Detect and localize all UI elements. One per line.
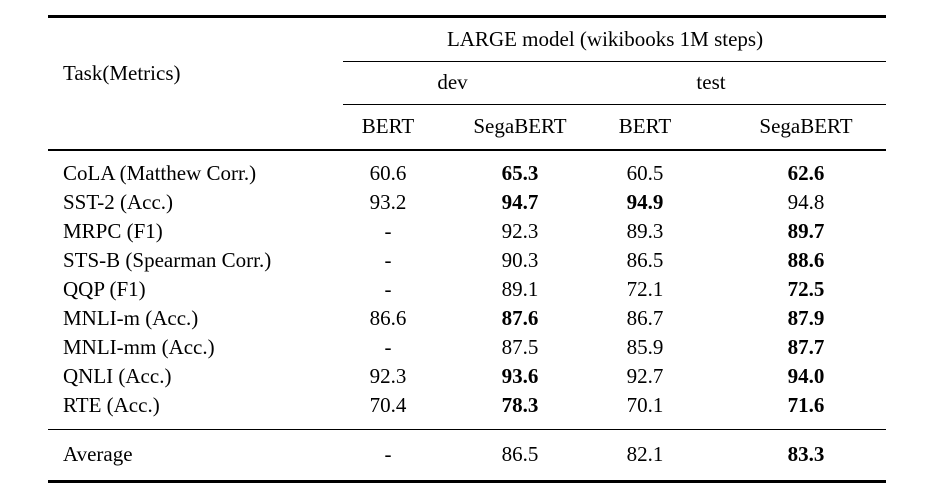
cell-dev-segabert: 78.3 <box>501 393 539 418</box>
cell-dev-segabert: 65.3 <box>501 161 539 186</box>
cell-dev-segabert: 89.1 <box>501 277 539 302</box>
cell-dev-segabert: 86.5 <box>433 428 607 483</box>
cell-dev-bert: - <box>384 277 392 302</box>
task-label: MRPC (F1) <box>63 219 163 244</box>
column-header-segabert-test: SegaBERT <box>683 104 887 151</box>
cell-test-bert: 94.9 <box>626 190 664 215</box>
subgroup-dev: dev <box>343 61 607 105</box>
cell-test-segabert: 94.0 <box>787 364 825 389</box>
cell-dev-bert: - <box>384 335 392 360</box>
cell-test-segabert: 83.3 <box>683 428 887 483</box>
subgroup-test: test <box>607 61 887 105</box>
cell-test-bert: 85.9 <box>626 335 664 360</box>
results-table: Task(Metrics) LARGE model (wikibooks 1M … <box>48 15 887 483</box>
cell-test-bert: 89.3 <box>626 219 664 244</box>
cell-dev-segabert: 94.7 <box>501 190 539 215</box>
cell-test-bert: 86.7 <box>626 306 664 331</box>
cell-dev-bert: 70.4 <box>369 393 407 418</box>
task-label: RTE (Acc.) <box>63 393 160 418</box>
task-label: MNLI-mm (Acc.) <box>63 335 215 360</box>
cell-dev-segabert: 92.3 <box>501 219 539 244</box>
cell-test-bert: 60.5 <box>626 161 664 186</box>
cell-dev-bert: 60.6 <box>369 161 407 186</box>
cell-dev-bert: 93.2 <box>369 190 407 215</box>
column-header-row: BERT SegaBERT BERT SegaBERT <box>48 104 887 151</box>
corner-label: Task(Metrics) <box>48 15 343 151</box>
group-header: LARGE model (wikibooks 1M steps) <box>343 15 887 62</box>
task-label: STS-B (Spearman Corr.) <box>63 248 272 273</box>
cell-test-segabert: 72.5 <box>787 277 825 302</box>
table-row: MRPC (F1) - 92.3 89.3 89.7 <box>48 218 886 247</box>
cell-dev-segabert: 87.5 <box>501 335 539 360</box>
cell-test-segabert: 88.6 <box>787 248 825 273</box>
cell-test-segabert: 87.9 <box>787 306 825 331</box>
cell-test-segabert: 71.6 <box>787 393 825 418</box>
table-row: SST-2 (Acc.) 93.2 94.7 94.9 94.8 <box>48 189 886 218</box>
table-row: MNLI-mm (Acc.) - 87.5 85.9 87.7 <box>48 334 886 363</box>
cell-test-segabert: 62.6 <box>787 161 825 186</box>
cell-test-bert: 82.1 <box>607 428 683 483</box>
average-label: Average <box>48 428 343 483</box>
column-header-bert-test: BERT <box>607 104 683 151</box>
cell-test-bert: 92.7 <box>626 364 664 389</box>
table-footer: Average - 86.5 82.1 83.3 <box>48 428 887 483</box>
cell-dev-bert: 92.3 <box>369 364 407 389</box>
cell-dev-segabert: 93.6 <box>501 364 539 389</box>
task-label: QQP (F1) <box>63 277 146 302</box>
cell-test-bert: 70.1 <box>626 393 664 418</box>
column-header-segabert-dev: SegaBERT <box>433 104 607 151</box>
task-label: SST-2 (Acc.) <box>63 190 174 215</box>
task-label: CoLA (Matthew Corr.) <box>63 161 257 186</box>
cell-test-bert: 86.5 <box>626 248 664 273</box>
table-row: MNLI-m (Acc.) 86.6 87.6 86.7 87.9 <box>48 305 886 334</box>
table-row: QQP (F1) - 89.1 72.1 72.5 <box>48 276 886 305</box>
cell-dev-bert: - <box>384 248 392 273</box>
task-label: MNLI-m (Acc.) <box>63 306 199 331</box>
table-row: STS-B (Spearman Corr.) - 90.3 86.5 88.6 <box>48 247 886 276</box>
table-body: CoLA (Matthew Corr.) 60.6 65.3 60.5 62.6… <box>48 150 886 430</box>
table-header: Task(Metrics) LARGE model (wikibooks 1M … <box>48 15 887 151</box>
cell-test-segabert: 87.7 <box>787 335 825 360</box>
cell-test-segabert: 89.7 <box>787 219 825 244</box>
cell-dev-segabert: 90.3 <box>501 248 539 273</box>
cell-test-bert: 72.1 <box>626 277 664 302</box>
subgroup-row: dev test <box>48 61 887 105</box>
group-header-row: Task(Metrics) LARGE model (wikibooks 1M … <box>48 15 887 151</box>
table-row: CoLA (Matthew Corr.) 60.6 65.3 60.5 62.6 <box>48 150 886 189</box>
cell-dev-bert: 86.6 <box>369 306 407 331</box>
cell-dev-segabert: 87.6 <box>501 306 539 331</box>
table-row: RTE (Acc.) 70.4 78.3 70.1 71.6 <box>48 392 886 430</box>
cell-test-segabert: 94.8 <box>787 190 825 215</box>
cell-dev-bert: - <box>384 219 392 244</box>
cell-dev-bert: - <box>343 428 433 483</box>
table-row: QNLI (Acc.) 92.3 93.6 92.7 94.0 <box>48 363 886 392</box>
column-header-bert-dev: BERT <box>343 104 433 151</box>
task-label: QNLI (Acc.) <box>63 364 172 389</box>
average-row: Average - 86.5 82.1 83.3 <box>48 428 887 483</box>
